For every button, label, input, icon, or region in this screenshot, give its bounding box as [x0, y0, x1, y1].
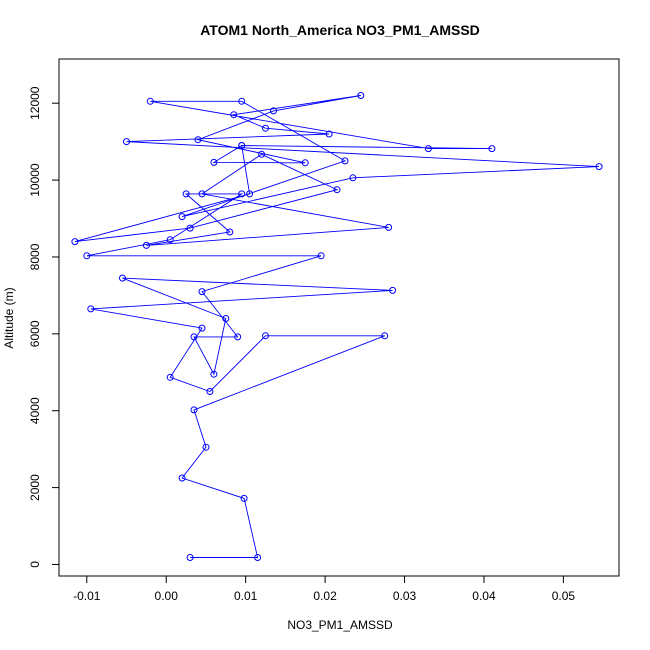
data-point: [234, 333, 242, 341]
chart-title: ATOM1 North_America NO3_PM1_AMSSD: [200, 22, 480, 38]
data-point: [301, 159, 309, 167]
data-point: [186, 224, 194, 232]
data-point: [381, 332, 389, 340]
data-point: [166, 236, 174, 244]
y-tick-label: 4000: [28, 397, 42, 424]
data-point: [333, 186, 341, 194]
data-point: [254, 554, 262, 561]
x-tick-label: 0.02: [313, 589, 337, 603]
data-point: [146, 97, 154, 105]
x-tick-label: -0.01: [73, 589, 101, 603]
y-tick-label: 12000: [28, 86, 42, 120]
data-point: [238, 190, 246, 198]
y-tick-label: 0: [28, 561, 42, 568]
data-point: [238, 142, 246, 149]
y-tick-label: 8000: [28, 243, 42, 270]
data-point: [206, 388, 214, 395]
y-axis: 0 2000 4000 6000 8000 10000 12000: [28, 86, 59, 568]
data-point: [595, 163, 603, 171]
data-point: [389, 286, 397, 294]
x-tick-label: 0.01: [234, 589, 258, 603]
plot-frame: [58, 58, 620, 577]
data-point: [83, 252, 91, 260]
data-point: [87, 305, 95, 313]
data-point: [190, 406, 198, 414]
series-layer: [71, 92, 603, 561]
data-point: [357, 92, 365, 99]
data-point: [270, 107, 277, 115]
data-point: [178, 474, 186, 482]
data-point: [424, 145, 432, 153]
data-point: [71, 238, 79, 246]
data-point: [246, 190, 254, 198]
data-point: [238, 97, 246, 105]
data-point: [240, 494, 248, 502]
x-tick-label: 0.03: [393, 589, 417, 603]
data-point: [194, 136, 202, 144]
data-point: [385, 223, 393, 231]
data-point: [349, 174, 357, 182]
x-tick-label: 0.00: [155, 589, 179, 603]
data-point: [258, 150, 266, 158]
data-point: [178, 213, 186, 221]
data-point: [226, 228, 234, 236]
data-point: [182, 190, 190, 198]
x-axis-label: NO3_PM1_AMSSD: [287, 618, 393, 632]
data-point: [341, 157, 349, 165]
data-point: [222, 315, 230, 322]
data-point: [119, 274, 126, 282]
data-point: [123, 138, 130, 146]
data-point: [210, 370, 218, 378]
data-point: [202, 443, 210, 451]
x-tick-label: 0.04: [472, 589, 496, 603]
x-axis: -0.01 0.00 0.01 0.02 0.03 0.04 0.05: [73, 576, 575, 603]
y-axis-label: Altitude (m): [2, 287, 16, 348]
data-point: [166, 373, 174, 381]
data-point: [488, 145, 496, 153]
data-point: [262, 124, 269, 132]
data-point: [230, 111, 238, 119]
data-point: [190, 333, 198, 341]
data-point: [198, 288, 206, 296]
y-tick-label: 6000: [28, 320, 42, 347]
data-point: [198, 190, 206, 198]
series-line: [74, 95, 600, 558]
data-point: [210, 158, 218, 166]
data-point: [186, 554, 194, 561]
y-tick-label: 10000: [28, 163, 42, 197]
data-point: [317, 252, 325, 260]
data-point: [142, 241, 150, 249]
data-point: [198, 324, 206, 332]
y-tick-label: 2000: [28, 474, 42, 501]
x-tick-label: 0.05: [552, 589, 576, 603]
data-point: [325, 130, 333, 138]
data-point: [262, 332, 269, 340]
